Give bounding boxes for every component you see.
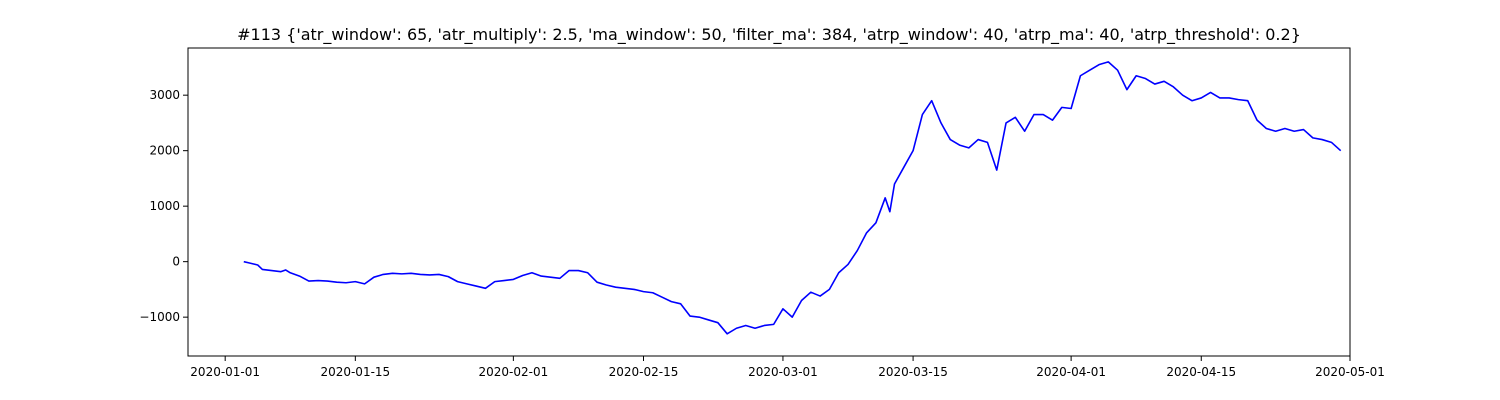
x-tick-label: 2020-03-01 — [748, 365, 818, 379]
x-tick-label: 2020-01-01 — [190, 365, 260, 379]
y-tick-label: 2000 — [149, 144, 180, 158]
y-tick-label: −1000 — [139, 310, 180, 324]
x-tick-label: 2020-05-01 — [1315, 365, 1385, 379]
x-tick-label: 2020-04-01 — [1036, 365, 1106, 379]
x-tick-label: 2020-04-15 — [1166, 365, 1236, 379]
y-axis: −1000 0 1000 2000 3000 — [139, 88, 188, 324]
plot-frame — [187, 47, 1351, 357]
x-tick-label: 2020-03-15 — [878, 365, 948, 379]
x-tick-label: 2020-02-01 — [478, 365, 548, 379]
series-line — [243, 61, 1342, 335]
chart-title: #113 {'atr_window': 65, 'atr_multiply': … — [237, 25, 1301, 45]
x-tick-label: 2020-02-15 — [609, 365, 679, 379]
y-tick-label: 0 — [172, 255, 180, 269]
x-axis: 2020-01-01 2020-01-15 2020-02-01 2020-02-15… — [190, 356, 1385, 379]
x-tick-label: 2020-01-15 — [320, 365, 390, 379]
y-tick-label: 3000 — [149, 88, 180, 102]
y-tick-label: 1000 — [149, 199, 180, 213]
